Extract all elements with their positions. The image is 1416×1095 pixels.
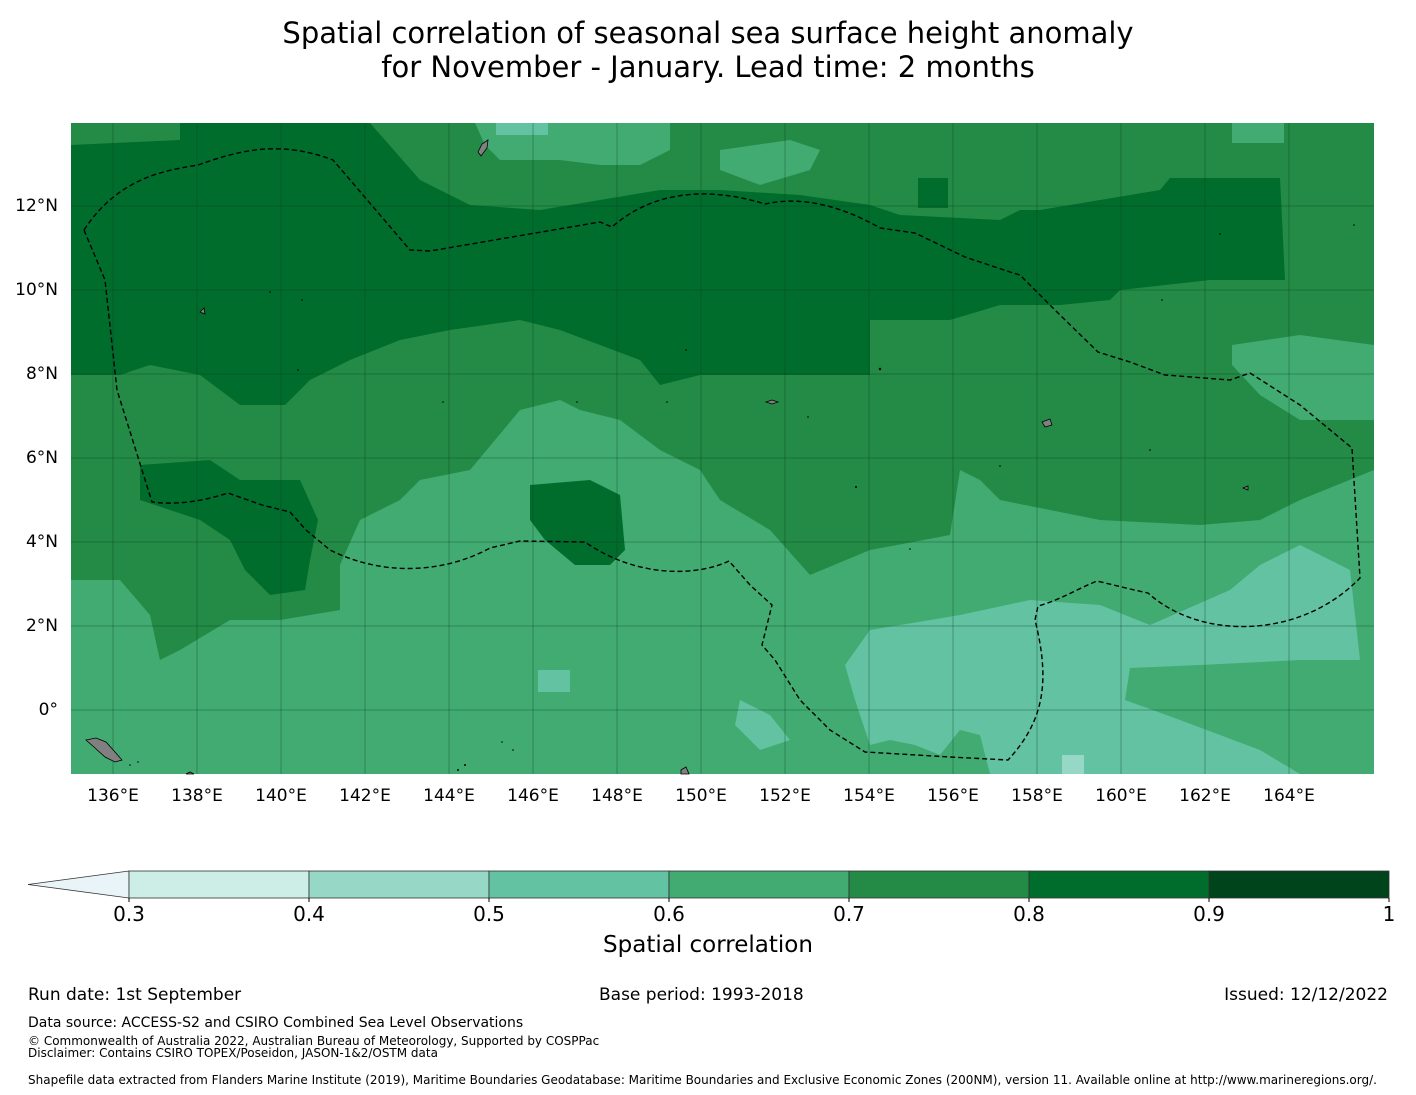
colorbar-segment xyxy=(1208,870,1390,899)
zone-0.5-0.6-north xyxy=(496,123,548,135)
lat-tick-label: 2°N xyxy=(25,616,58,636)
zone-0.8-0.9-blob-c xyxy=(918,178,948,208)
issued-date: Issued: 12/12/2022 xyxy=(1224,985,1388,1005)
colorbar-tick-label: 0.6 xyxy=(653,902,685,926)
map-gridlines xyxy=(71,123,1374,774)
land-papua xyxy=(85,737,123,763)
zone-0.5-0.6-southwest xyxy=(735,700,790,750)
colorbar-segment xyxy=(488,870,670,899)
colorbar-under-extension xyxy=(27,870,130,899)
colorbar-tick-label: 0.9 xyxy=(1193,902,1225,926)
colorbar-segment xyxy=(848,870,1030,899)
lon-tick-label: 156°E xyxy=(927,786,979,806)
colorbar-tick-label: 0.7 xyxy=(833,902,865,926)
colorbar-tick-label: 0.8 xyxy=(1013,902,1045,926)
zone-0.5-0.6-south xyxy=(845,545,1360,774)
small-islets xyxy=(129,224,1355,771)
lat-tick-label: 4°N xyxy=(25,532,58,552)
lon-tick-label: 152°E xyxy=(759,786,811,806)
base-period: Base period: 1993-2018 xyxy=(599,985,804,1005)
colorbar-segment xyxy=(668,870,850,899)
colorbar-segment xyxy=(128,870,310,899)
colorbar-tick-label: 1 xyxy=(1382,902,1396,926)
lon-tick-label: 160°E xyxy=(1095,786,1147,806)
lon-tick-label: 164°E xyxy=(1263,786,1315,806)
lon-tick-label: 136°E xyxy=(87,786,139,806)
lat-tick-label: 8°N xyxy=(25,364,58,384)
shapefile-credit: Shapefile data extracted from Flanders M… xyxy=(28,1073,1377,1087)
land-masses xyxy=(85,139,1249,775)
lat-tick-label: 0° xyxy=(38,700,58,720)
island-chuuk xyxy=(764,399,780,405)
lon-tick-label: 162°E xyxy=(1179,786,1231,806)
lon-tick-label: 144°E xyxy=(423,786,475,806)
colorbar-tick-label: 0.5 xyxy=(473,902,505,926)
lon-tick-label: 140°E xyxy=(255,786,307,806)
colorbar xyxy=(27,870,1390,902)
colorbar-tick-label: 0.3 xyxy=(113,902,145,926)
island-kosrae xyxy=(1241,485,1249,491)
colorbar-tick-label: 0.4 xyxy=(293,902,325,926)
zone-0.5-0.6-west xyxy=(538,670,570,692)
copyright: © Commonwealth of Australia 2022, Austra… xyxy=(28,1034,600,1048)
lon-tick-label: 142°E xyxy=(339,786,391,806)
land-shore xyxy=(185,771,195,775)
lon-tick-label: 146°E xyxy=(507,786,559,806)
run-date: Run date: 1st September xyxy=(28,985,242,1005)
zone-0.6-0.7-north-b xyxy=(720,140,820,185)
zone-0.6-0.7-east xyxy=(1232,335,1374,420)
lon-tick-label: 138°E xyxy=(171,786,223,806)
colorbar-segment xyxy=(1028,870,1210,899)
correlation-field xyxy=(71,123,1374,774)
zone-0.6-0.7-north-c xyxy=(1232,123,1284,143)
data-source: Data source: ACCESS-S2 and CSIRO Combine… xyxy=(28,1015,524,1031)
eez-boundary xyxy=(83,148,1361,761)
lon-tick-label: 150°E xyxy=(675,786,727,806)
island-yap xyxy=(199,307,206,315)
disclaimer: Disclaimer: Contains CSIRO TOPEX/Poseido… xyxy=(28,1046,438,1060)
lon-tick-label: 148°E xyxy=(591,786,643,806)
zone-0.8-0.9 xyxy=(71,123,1285,405)
lon-tick-label: 158°E xyxy=(1011,786,1063,806)
lat-tick-label: 6°N xyxy=(25,448,58,468)
lat-tick-label: 12°N xyxy=(15,196,58,216)
island-pohnpei xyxy=(1041,418,1053,428)
colorbar-title: Spatial correlation xyxy=(603,932,813,958)
colorbar-segment xyxy=(308,870,490,899)
land-manus xyxy=(680,766,690,775)
map-title-line1: Spatial correlation of seasonal sea surf… xyxy=(282,16,1134,50)
island-guam xyxy=(477,139,489,157)
zone-0.8-0.9-blob-a xyxy=(140,460,318,595)
zone-0.4-0.5-speck xyxy=(1062,755,1084,774)
map-title-line2: for November - January. Lead time: 2 mon… xyxy=(381,50,1035,84)
lon-tick-label: 154°E xyxy=(843,786,895,806)
zone-0.8-0.9-blob-b xyxy=(530,480,625,565)
lat-tick-label: 10°N xyxy=(15,280,58,300)
